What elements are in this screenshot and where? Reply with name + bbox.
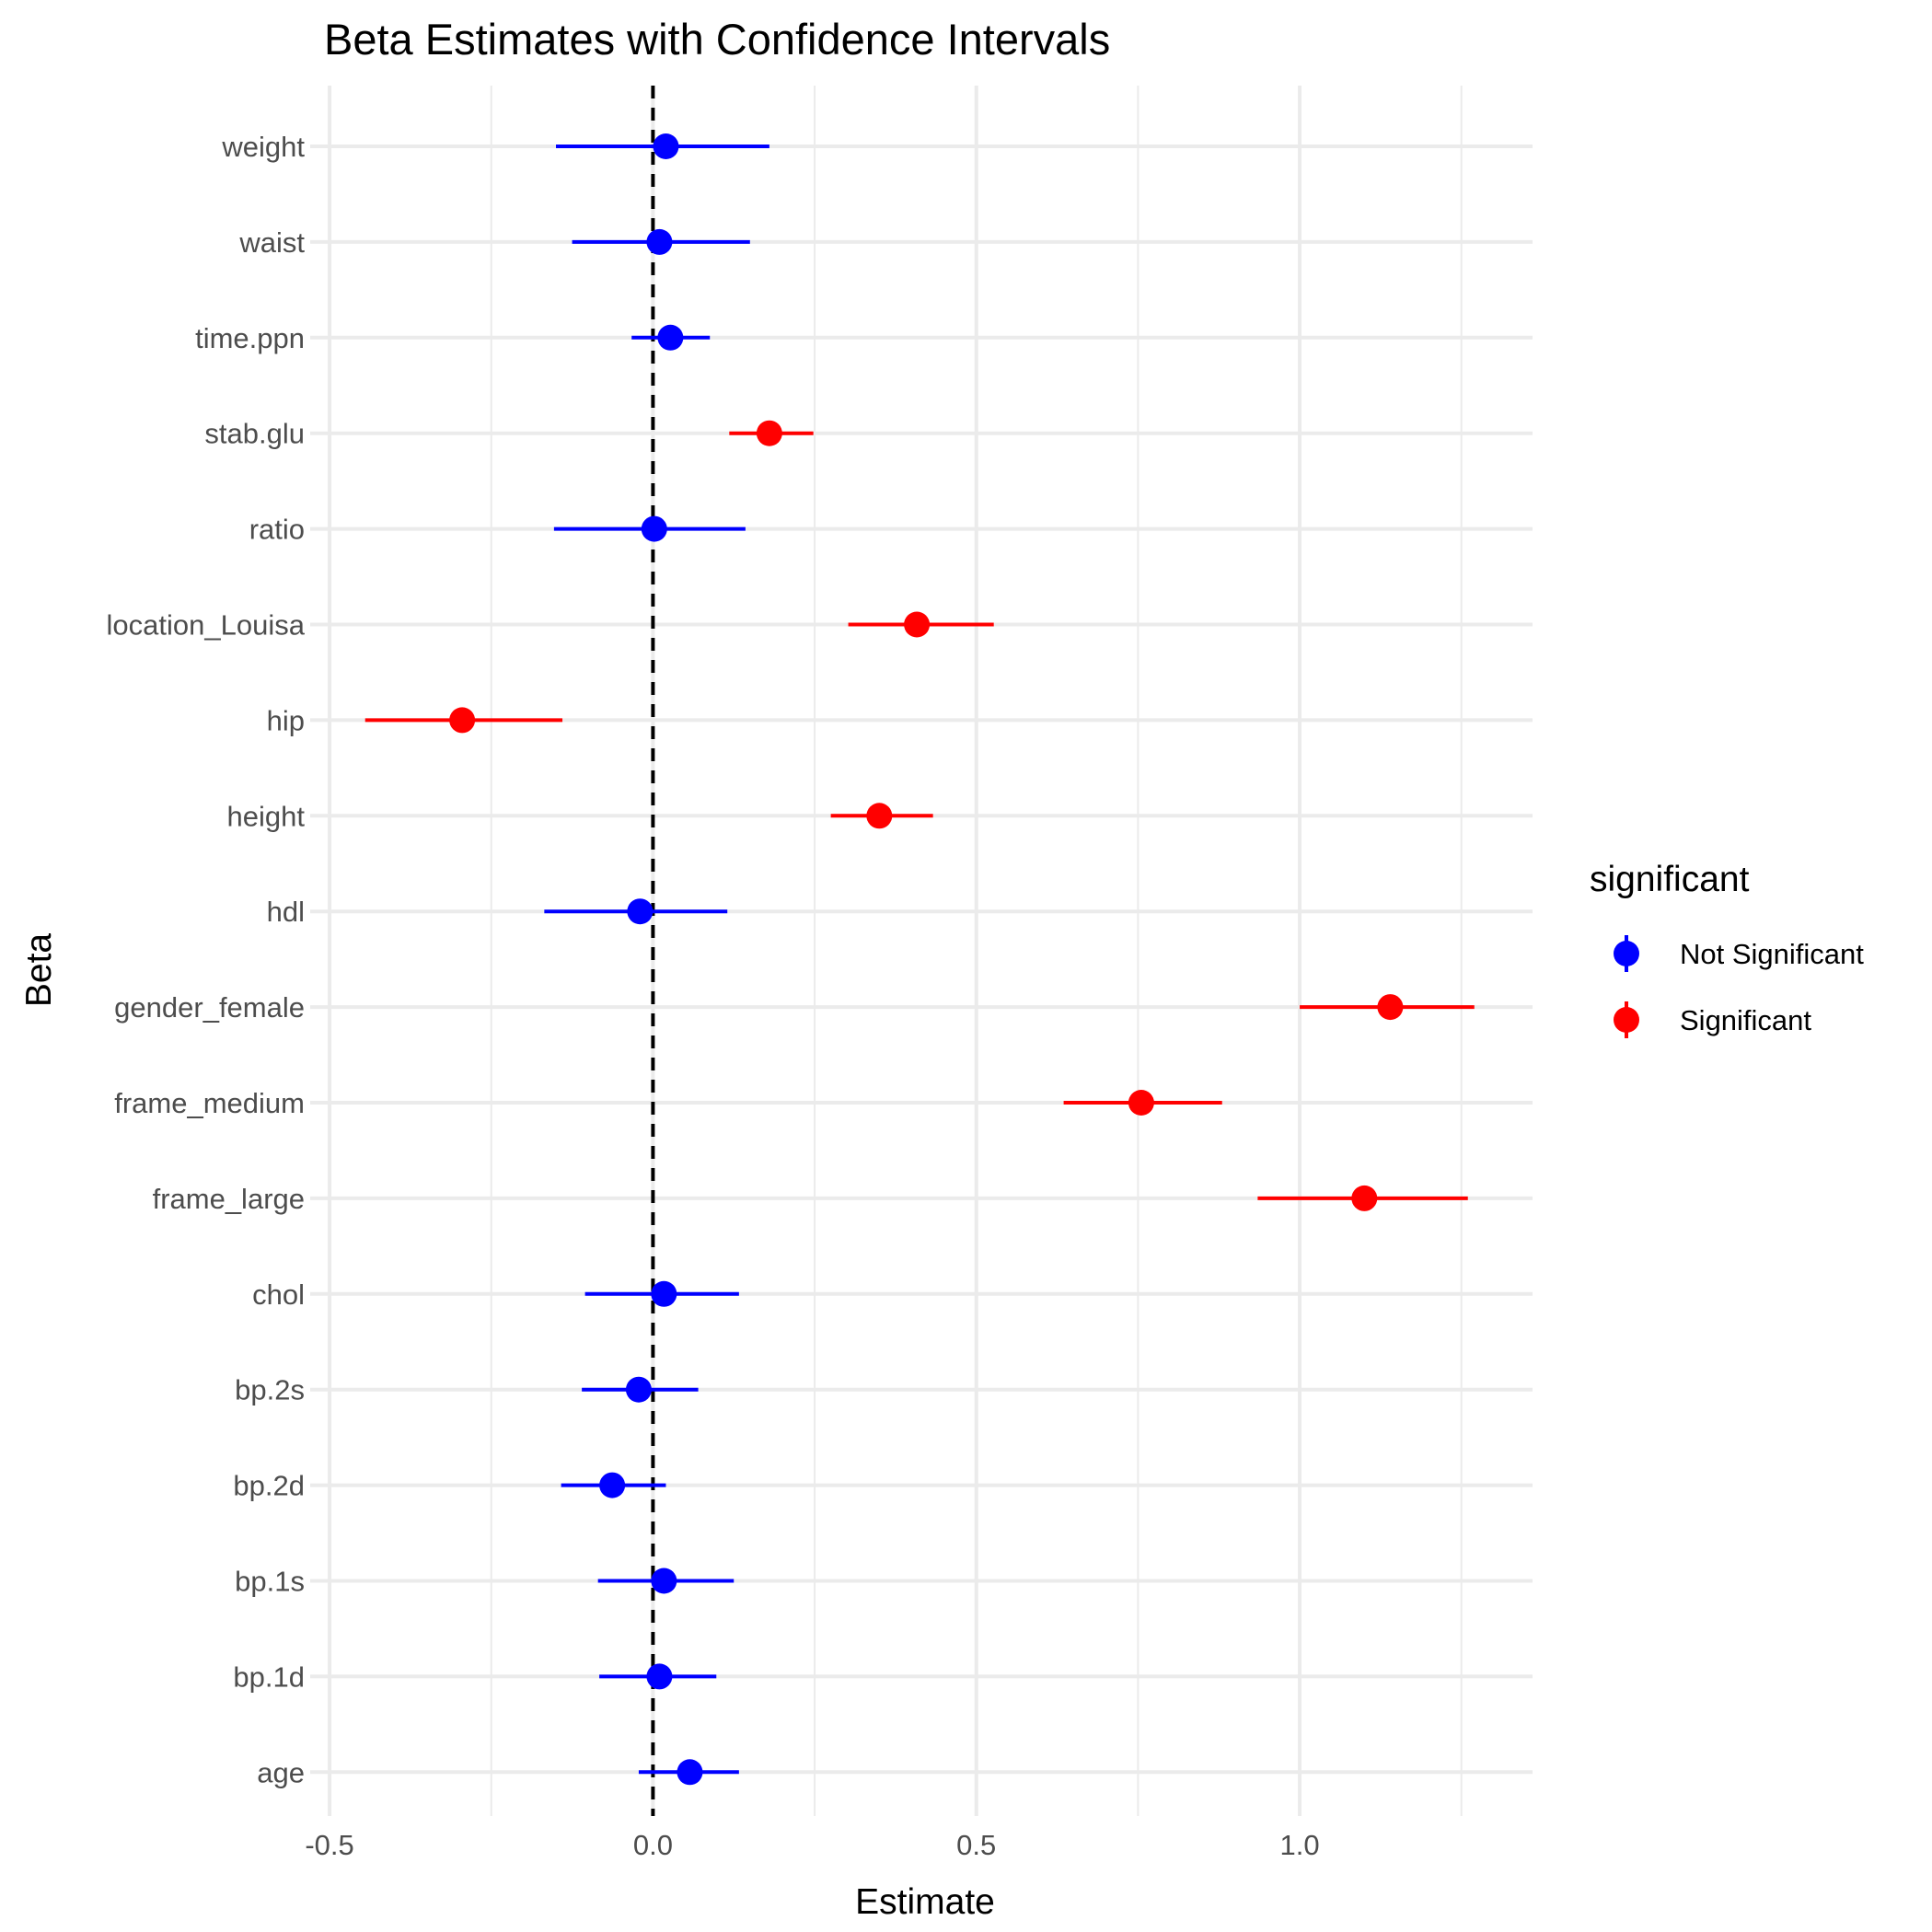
- x-tick-label: 0.0: [633, 1829, 673, 1861]
- y-tick-label: bp.1d: [233, 1660, 305, 1693]
- y-tick-label: stab.glu: [204, 418, 305, 450]
- legend-entry: Significant: [1614, 1001, 1811, 1038]
- y-tick-label: bp.2d: [233, 1470, 305, 1502]
- x-axis-tick-labels: -0.5 0.0 0.5 1.0: [305, 1829, 1319, 1861]
- y-tick-label: bp.1s: [235, 1566, 305, 1598]
- point-bp.1d: [646, 1663, 673, 1690]
- y-tick-label: chol: [252, 1278, 305, 1311]
- point-bp.2s: [625, 1376, 652, 1403]
- y-axis-tick-labels: weight waist time.ppn stab.glu ratio location…: [107, 131, 306, 1788]
- point-frame_medium: [1128, 1090, 1154, 1116]
- y-tick-label: waist: [238, 226, 305, 259]
- chart-title: Beta Estimates with Confidence Intervals: [324, 15, 1110, 64]
- point-gender_female: [1377, 994, 1404, 1021]
- legend-entries: Not Significant Significant: [1614, 935, 1864, 1038]
- point-time.ppn: [657, 324, 684, 351]
- point-chol: [651, 1280, 677, 1307]
- point-location_Louisa: [904, 611, 931, 638]
- x-axis-title: Estimate: [855, 1882, 995, 1922]
- legend-key-point: [1614, 941, 1639, 966]
- point-bp.1s: [651, 1568, 677, 1594]
- legend-title: significant: [1590, 860, 1750, 899]
- legend-key-point: [1614, 1007, 1639, 1033]
- y-tick-label: age: [257, 1756, 305, 1788]
- y-tick-label: hdl: [267, 896, 305, 928]
- y-tick-label: ratio: [249, 514, 305, 546]
- point-ratio: [641, 515, 667, 542]
- y-tick-label: bp.2s: [235, 1374, 305, 1406]
- point-stab.glu: [756, 420, 782, 446]
- point-waist: [646, 228, 673, 255]
- y-tick-label: gender_female: [114, 991, 305, 1024]
- point-height: [866, 803, 893, 829]
- y-tick-label: weight: [221, 131, 305, 163]
- y-axis-title: Beta: [19, 933, 59, 1008]
- x-tick-label: 0.5: [956, 1829, 996, 1861]
- y-tick-label: height: [227, 800, 306, 832]
- grid: [310, 86, 1533, 1816]
- legend-label: Significant: [1680, 1004, 1811, 1036]
- point-bp.2d: [599, 1472, 626, 1498]
- point-hip: [449, 707, 476, 734]
- data-marks: [364, 133, 1475, 1786]
- point-hdl: [627, 898, 654, 925]
- y-tick-label: frame_medium: [114, 1087, 305, 1119]
- point-age: [677, 1759, 703, 1786]
- y-tick-label: time.ppn: [195, 322, 305, 354]
- y-tick-label: frame_large: [153, 1183, 305, 1215]
- point-weight: [653, 133, 679, 159]
- point-frame_large: [1351, 1185, 1378, 1211]
- legend: significant Not Significant Significant: [1590, 860, 1864, 1038]
- legend-entry: Not Significant: [1614, 935, 1864, 972]
- x-tick-label: 1.0: [1279, 1829, 1319, 1861]
- x-tick-label: -0.5: [305, 1829, 353, 1861]
- legend-label: Not Significant: [1680, 938, 1864, 970]
- y-tick-label: hip: [267, 704, 305, 736]
- y-tick-label: location_Louisa: [107, 609, 306, 642]
